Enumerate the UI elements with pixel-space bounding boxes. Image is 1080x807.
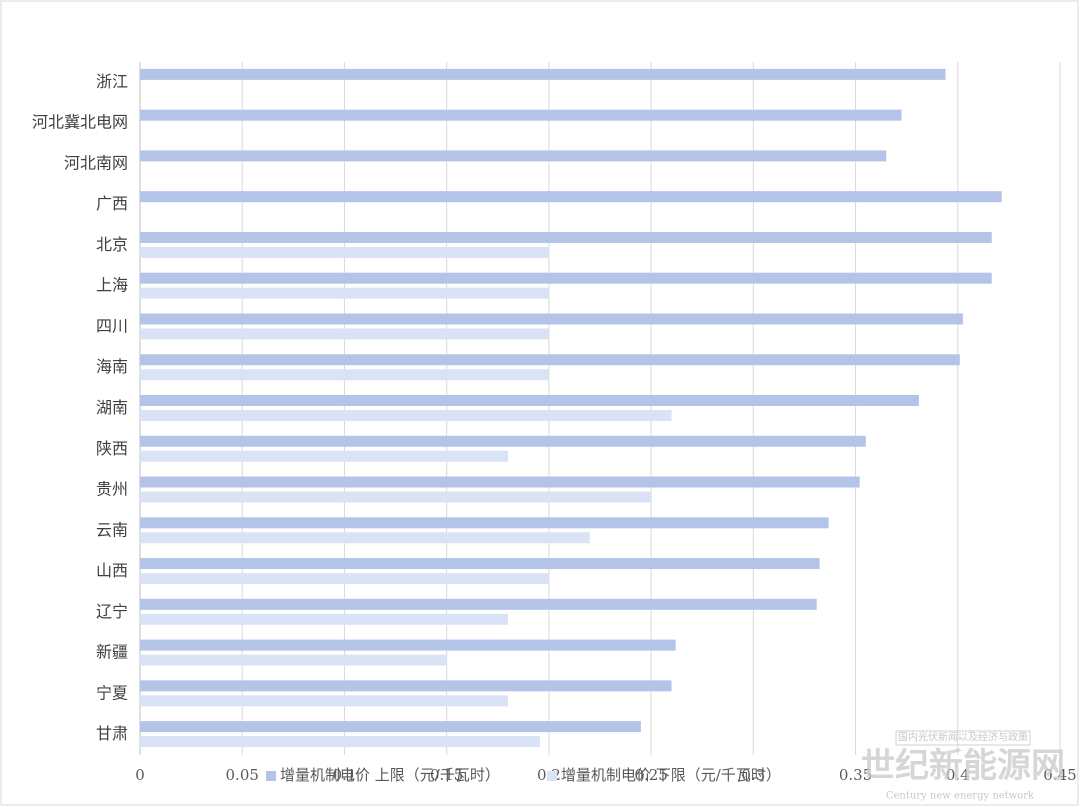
bar [140,313,963,325]
x-tick-label: 0.05 [226,766,259,784]
y-tick-label: 四川 [96,316,128,335]
bar [140,558,820,570]
bar [140,410,672,421]
bar [140,573,549,585]
bar [140,272,992,284]
bar [140,491,652,503]
x-tick-label: 0.45 [1043,766,1076,784]
x-tick-label: 0.15 [430,766,463,784]
bar [140,354,960,366]
bar [140,435,866,447]
bar [140,736,540,748]
bar [140,369,549,381]
bar [140,695,508,707]
y-tick-label: 甘肃 [96,724,128,743]
bar [140,639,676,651]
y-tick-label: 新疆 [96,643,128,662]
bar [140,246,549,258]
watermark-subtitle: 国内光伏新闻以及经济与政策 [898,731,1028,744]
y-tick-label: 海南 [96,357,128,376]
bar [140,450,508,462]
y-tick-label: 广西 [96,194,128,213]
bar [140,109,902,121]
bar [140,476,860,488]
y-tick-label: 上海 [96,276,128,295]
y-tick-label: 贵州 [96,480,128,499]
x-tick-label: 0.1 [333,766,357,784]
bar [140,680,672,692]
y-tick-label: 河北南网 [64,153,128,172]
y-tick-label: 浙江 [96,72,128,91]
watermark-title: 世纪新能源网 [861,746,1065,786]
bar [140,231,992,243]
y-tick-label: 宁夏 [96,683,128,702]
y-tick-label: 湖南 [96,398,128,417]
bar [140,191,1002,203]
bar [140,721,641,733]
bar [140,328,549,340]
y-tick-label: 北京 [96,235,128,254]
watermark-caption: Century new energy network [886,791,1035,802]
bar [140,532,590,544]
x-tick-label: 0 [135,766,145,784]
legend-swatch [266,771,276,781]
y-tick-label: 陕西 [96,439,128,458]
y-tick-label: 山西 [96,561,128,580]
bar [140,68,946,80]
y-tick-label: 云南 [96,520,128,539]
bar [140,517,829,529]
legend-label: 增量机制电价 上限（元/千瓦时） [280,766,500,784]
bar [140,654,447,666]
x-tick-label: 0.25 [634,766,667,784]
x-tick-label: 0.4 [946,766,970,784]
y-tick-label: 辽宁 [96,602,128,621]
x-tick-label: 0.3 [741,766,765,784]
y-tick-label: 河北冀北电网 [32,113,128,132]
x-tick-label: 0.35 [839,766,872,784]
legend-swatch [547,771,557,781]
watermark-box [895,730,1031,746]
bar [140,287,549,299]
bar [140,598,817,610]
bar [140,150,887,162]
legend-label: 增量机制电价 下限（元/千瓦时） [561,766,781,784]
bar [140,395,919,406]
bar [140,613,508,625]
